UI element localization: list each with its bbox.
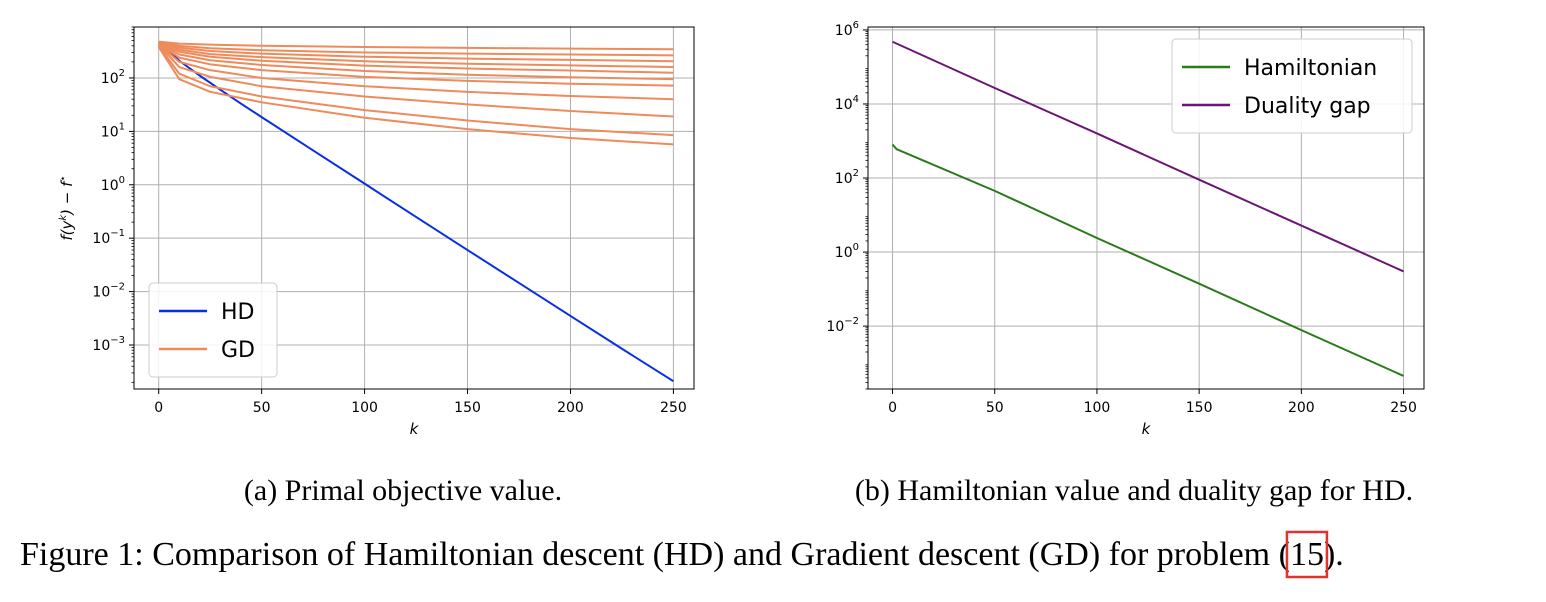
chart-b-ticks: 0 50 100 150 200 250 10−2 100 102 104 106	[826, 20, 1417, 416]
chart-a-series-line-1	[158, 40, 674, 51]
chart-a-xtick-label: 200	[557, 400, 584, 416]
chart-b-ytick-label: 102	[835, 168, 859, 187]
chart-a-series-line-2	[158, 41, 674, 57]
chart-b-xtick-label: 100	[1084, 400, 1111, 416]
chart-b-ytick-label: 10−2	[826, 316, 859, 335]
chart-a-series-line-7	[158, 42, 674, 87]
chart-a-ytick-label: 10−2	[92, 282, 125, 301]
caption-b: (b) Hamiltonian value and duality gap fo…	[855, 474, 1413, 507]
chart-a-series-line-6	[158, 42, 674, 81]
chart-a-series	[157, 40, 674, 383]
chart-a-series-line-4	[158, 41, 674, 69]
chart-b-legend: Hamiltonian Duality gap	[1171, 38, 1413, 134]
chart-a-series-line-9	[157, 44, 674, 118]
chart-a-xtick-label: 250	[660, 400, 687, 416]
chart-b-xlabel: k	[1142, 420, 1152, 438]
chart-a-series-line-5	[158, 41, 674, 74]
caption-a: (a) Primal objective value.	[244, 474, 562, 507]
chart-b-xtick-label: 0	[888, 400, 897, 416]
chart-b-series-line-1	[892, 40, 1404, 273]
chart-b-series	[891, 40, 1404, 377]
chart-a-series-line-10	[157, 45, 674, 137]
chart-a-ytick-label: 10−1	[92, 228, 125, 247]
figure-caption: Figure 1: Comparison of Hamiltonian desc…	[20, 536, 1344, 573]
chart-a: 0 50 100 150 200 250 10−3 10−2 10−1 100 101 102 k f…	[58, 26, 695, 438]
chart-b-xtick-label: 200	[1288, 400, 1315, 416]
chart-a-xtick-label: 50	[253, 400, 271, 416]
chart-a-legend-label: HD	[221, 300, 254, 325]
chart-b-legend-label: Duality gap	[1244, 94, 1371, 119]
chart-b-legend-box	[1171, 38, 1413, 134]
chart-a-ytick-label: 10−3	[92, 335, 125, 354]
chart-a-xlabel: k	[410, 420, 420, 438]
chart-b-xtick-label: 250	[1390, 400, 1417, 416]
chart-b-xtick-label: 150	[1186, 400, 1213, 416]
chart-a-legend-box	[148, 282, 278, 378]
chart-a-legend: HD GD	[148, 282, 278, 378]
chart-a-xtick-label: 0	[154, 400, 163, 416]
chart-b-xtick-label: 50	[986, 400, 1004, 416]
chart-a-frame	[133, 26, 695, 390]
chart-a-xtick-label: 100	[351, 400, 378, 416]
equation-reference-link[interactable]: 15	[1290, 536, 1324, 573]
figure-caption-text: Figure 1: Comparison of Hamiltonian desc…	[20, 536, 1290, 573]
chart-a-series-line-11	[157, 46, 674, 146]
equation-reference-box	[1285, 530, 1329, 579]
chart-b-ytick-label: 104	[835, 94, 859, 113]
chart-a-series-line-3	[158, 41, 674, 63]
chart-a-ticks: 0 50 100 150 200 250 10−3 10−2 10−1 100 101 102	[92, 26, 687, 416]
chart-b-ytick-label: 100	[835, 242, 859, 261]
chart-a-series-line-0	[158, 40, 674, 383]
chart-b-frame	[867, 26, 1425, 390]
chart-b-series-line-0	[891, 143, 1404, 377]
chart-b-ytick-label: 106	[835, 20, 859, 39]
chart-a-ylabel: f(yk) − f⋆	[58, 175, 76, 240]
chart-a-legend-label: GD	[221, 338, 255, 363]
chart-a-series-line-8	[158, 43, 674, 101]
chart-a-ytick-label: 100	[101, 175, 125, 194]
chart-b: 0 50 100 150 200 250 10−2 100 102 104 106 k Hamilt…	[826, 20, 1425, 438]
chart-a-ytick-label: 102	[101, 68, 125, 87]
chart-b-legend-label: Hamiltonian	[1244, 56, 1377, 81]
chart-a-xtick-label: 150	[454, 400, 481, 416]
chart-a-ytick-label: 101	[101, 121, 125, 140]
figure-caption-end: ).	[1324, 536, 1344, 573]
